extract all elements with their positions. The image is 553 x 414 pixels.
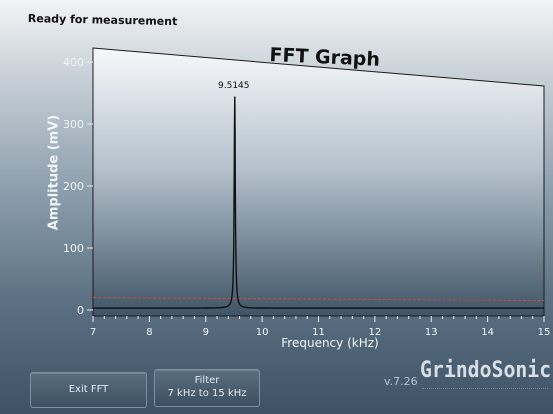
- plot-area: [92, 47, 545, 317]
- x-tick-label: 8: [146, 327, 152, 338]
- x-tick-label: 14: [481, 327, 494, 338]
- y-tick-label: 400: [63, 56, 84, 69]
- brand-tagline-decoration: [422, 388, 548, 393]
- series-line: [93, 96, 544, 309]
- y-tick-label: 200: [63, 180, 84, 193]
- filter-range: 7 kHz to 15 kHz: [167, 388, 247, 399]
- x-tick-label: 13: [425, 327, 438, 338]
- filter-button[interactable]: Filter 7 kHz to 15 kHz: [154, 369, 260, 407]
- y-tick-label: 0: [77, 304, 84, 317]
- threshold-line: [92, 297, 545, 302]
- exit-fft-button[interactable]: Exit FFT: [30, 372, 147, 408]
- y-tick-label: 100: [63, 242, 84, 255]
- y-axis-label: Amplitude (mV): [46, 114, 62, 231]
- exit-fft-label: Exit FFT: [68, 384, 109, 395]
- peak-label: 9.5145: [218, 81, 250, 91]
- x-tick-label: 7: [90, 327, 96, 338]
- x-tick-label: 10: [256, 327, 269, 338]
- x-tick-label: 11: [312, 327, 325, 338]
- filter-title: Filter: [194, 375, 220, 386]
- x-tick-label: 9: [203, 327, 209, 338]
- x-axis-label: Frequency (kHz): [281, 336, 379, 350]
- brand-logo: GrindoSonic: [420, 358, 552, 383]
- version-label: v.7.26: [384, 375, 418, 388]
- y-tick-label: 300: [63, 118, 84, 131]
- x-tick-label: 12: [369, 327, 382, 338]
- x-tick-label: 15: [538, 327, 551, 338]
